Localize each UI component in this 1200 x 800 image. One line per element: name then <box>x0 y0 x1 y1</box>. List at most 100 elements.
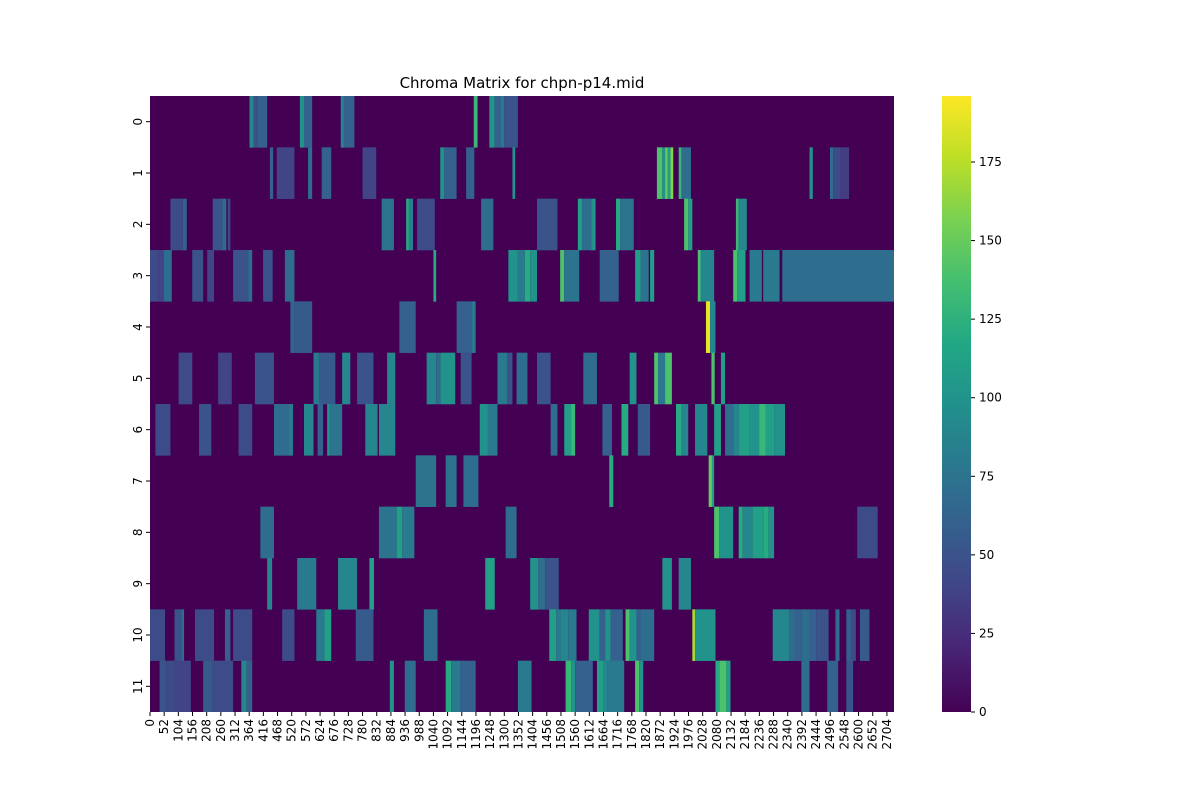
heatmap-cell <box>675 404 682 456</box>
heatmap-cell <box>362 147 377 199</box>
heatmap-cell <box>369 558 375 610</box>
heatmap-cell <box>460 352 472 405</box>
x-tick-label: 1664 <box>596 719 610 750</box>
y-tick-label: 1 <box>131 169 145 177</box>
x-tick-label: 260 <box>214 719 228 742</box>
heatmap-cell <box>859 609 870 661</box>
heatmap-cell <box>599 250 619 302</box>
heatmap-cell <box>738 198 747 251</box>
heatmap-cell <box>192 250 204 302</box>
heatmap-cell <box>749 404 760 456</box>
heatmap-cell <box>500 96 505 148</box>
heatmap-cell <box>481 198 494 251</box>
heatmap-cell <box>688 198 693 251</box>
heatmap-cell <box>321 147 332 199</box>
heatmap-cell <box>530 558 539 610</box>
heatmap-cell <box>170 198 183 251</box>
heatmap-cell <box>224 609 231 661</box>
x-tick-label: 728 <box>341 719 355 742</box>
heatmap-cell <box>640 609 655 661</box>
x-tick-label: 988 <box>412 719 426 742</box>
heatmap-cell <box>809 147 813 199</box>
heatmap-cell <box>426 352 437 405</box>
heatmap-cell <box>222 198 227 251</box>
heatmap-cell <box>640 250 649 302</box>
heatmap-cell <box>290 301 295 353</box>
heatmap-cell <box>497 352 508 405</box>
x-tick-label: 1144 <box>455 719 469 750</box>
heatmap-cell <box>596 660 604 712</box>
colorbar-tick-label: 0 <box>979 705 987 719</box>
x-tick-label: 468 <box>271 719 285 742</box>
heatmap-cell <box>473 96 478 148</box>
heatmap-cell <box>591 198 596 251</box>
heatmap-cell <box>249 96 254 148</box>
x-tick-label: 2548 <box>837 719 851 750</box>
x-tick-label: 52 <box>157 719 171 734</box>
heatmap-cell <box>284 250 295 302</box>
heatmap-cell <box>719 660 727 712</box>
x-tick-label: 676 <box>327 719 341 742</box>
heatmap-cell <box>241 660 247 712</box>
x-tick-label: 104 <box>171 719 185 742</box>
heatmap-cell <box>248 250 253 302</box>
heatmap-cell <box>607 660 625 712</box>
heatmap-cell <box>517 660 532 712</box>
heatmap-cell <box>517 250 525 302</box>
heatmap-cell <box>436 352 441 405</box>
x-tick-label: 1300 <box>497 719 511 750</box>
heatmap-cell <box>857 506 878 559</box>
heatmap-cell <box>835 609 840 661</box>
heatmap-cell <box>656 147 663 199</box>
heatmap-cell <box>233 250 249 302</box>
heatmap-cell <box>182 198 187 251</box>
heatmap-cell <box>166 660 175 712</box>
heatmap-cell <box>840 147 850 199</box>
x-tick-label: 1768 <box>625 719 639 750</box>
x-tick-label: 208 <box>200 719 214 742</box>
x-tick-label: 2444 <box>809 719 823 750</box>
heatmap-cell <box>150 250 159 302</box>
heatmap-cell <box>207 250 215 302</box>
x-tick-label: 1456 <box>540 719 554 750</box>
heatmap-cell <box>735 198 739 251</box>
y-axis: 0 1 2 3 4 5 6 7 8 9 10 11 <box>131 118 150 694</box>
heatmap-cell <box>317 404 324 456</box>
heatmap-cell <box>599 609 606 661</box>
x-tick-label: 2600 <box>852 719 866 750</box>
heatmap-cell <box>338 558 358 610</box>
heatmap-cell <box>737 250 746 302</box>
heatmap-cell <box>378 404 396 456</box>
heatmap-cell <box>342 352 351 405</box>
heatmap-cell <box>715 660 720 712</box>
x-tick-label: 2028 <box>696 719 710 750</box>
heatmap-cell <box>463 455 479 507</box>
heatmap-cell <box>697 250 701 302</box>
x-tick-label: 1352 <box>511 719 525 750</box>
heatmap-cell <box>536 198 558 251</box>
heatmap-cell <box>670 147 674 199</box>
x-tick-label: 2704 <box>880 719 894 750</box>
heatmap-cell <box>288 404 294 456</box>
heatmap-cell <box>564 404 572 456</box>
heatmap-cell <box>714 506 720 559</box>
x-tick-label: 2236 <box>752 719 766 750</box>
colorbar-tick-label: 75 <box>979 469 994 483</box>
heatmap-cell <box>466 147 475 199</box>
chart-title: Chroma Matrix for chpn-p14.mid <box>400 74 645 92</box>
heatmap-cell <box>629 352 637 405</box>
heatmap-cell <box>329 404 343 456</box>
heatmap-cell <box>508 250 518 302</box>
heatmap-cell <box>711 352 715 405</box>
heatmap-cell <box>710 301 716 353</box>
heatmap-cell <box>324 609 332 661</box>
heatmap-cell <box>238 404 253 456</box>
heatmap-cell <box>445 660 452 712</box>
heatmap-cell <box>765 404 775 456</box>
heatmap-cell <box>772 609 790 661</box>
heatmap-cell <box>794 609 802 661</box>
heatmap-cell <box>705 301 711 353</box>
heatmap-cell <box>445 455 457 507</box>
x-tick-label: 1248 <box>483 719 497 750</box>
heatmap-cell <box>846 660 854 712</box>
